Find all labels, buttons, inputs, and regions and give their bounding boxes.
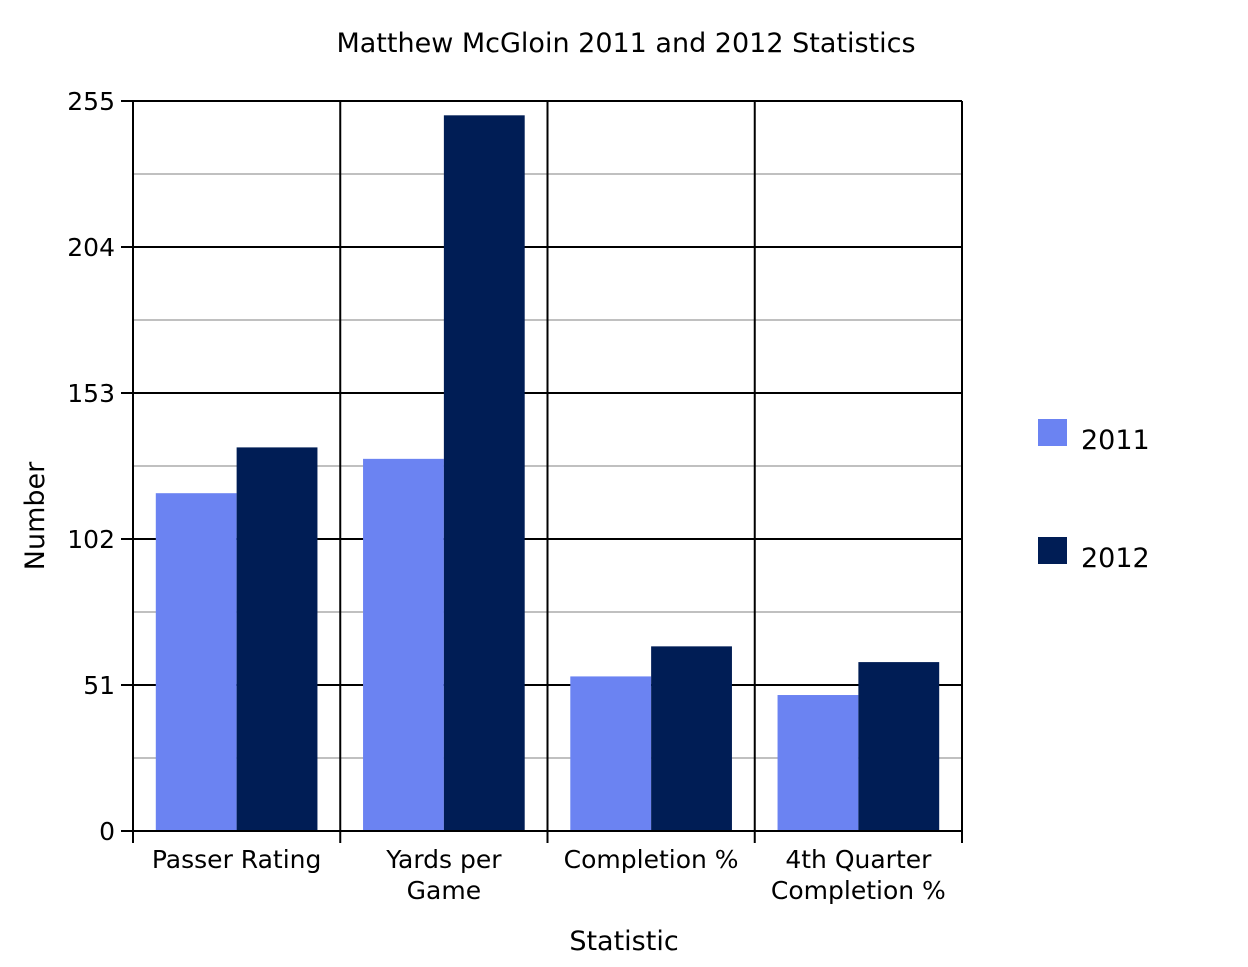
x-axis-label: Statistic (569, 926, 678, 957)
bar-2011-0 (155, 493, 237, 831)
x-tick-label: Completion % (771, 876, 946, 905)
bar-2011-3 (777, 695, 859, 831)
y-tick-label: 102 (67, 525, 115, 554)
y-tick-label: 51 (83, 671, 115, 700)
y-tick-label: 204 (67, 233, 115, 262)
bar-2012-1 (443, 115, 525, 832)
legend-swatch-2012 (1038, 537, 1067, 564)
bar-2012-2 (651, 646, 732, 831)
bar-2011-2 (570, 676, 652, 831)
y-tick-label: 153 (67, 379, 115, 408)
bar-2011-1 (363, 458, 444, 831)
bar-2012-0 (236, 447, 318, 831)
y-tick-label: 255 (67, 87, 115, 116)
chart-title: Matthew McGloin 2011 and 2012 Statistics (336, 28, 915, 59)
axes: 0 51 102 153 204 255 Passer Rating Yards perGam… (67, 87, 962, 905)
x-tick-label: 4th Quarter (785, 845, 932, 874)
legend-label-2011: 2011 (1081, 425, 1150, 456)
y-axis-label: Number (20, 461, 51, 570)
bar-2012-3 (858, 662, 940, 831)
x-tick-label: Passer Rating (152, 845, 322, 874)
legend-swatch-2011 (1038, 419, 1067, 446)
bars (155, 115, 940, 832)
x-tick-label: Completion % (564, 845, 739, 874)
legend: 2011 2012 (1038, 419, 1150, 574)
x-tick-label: Yards per (385, 845, 502, 874)
y-tick-label: 0 (99, 817, 115, 846)
legend-label-2012: 2012 (1081, 543, 1150, 574)
x-tick-label: Game (407, 876, 481, 905)
